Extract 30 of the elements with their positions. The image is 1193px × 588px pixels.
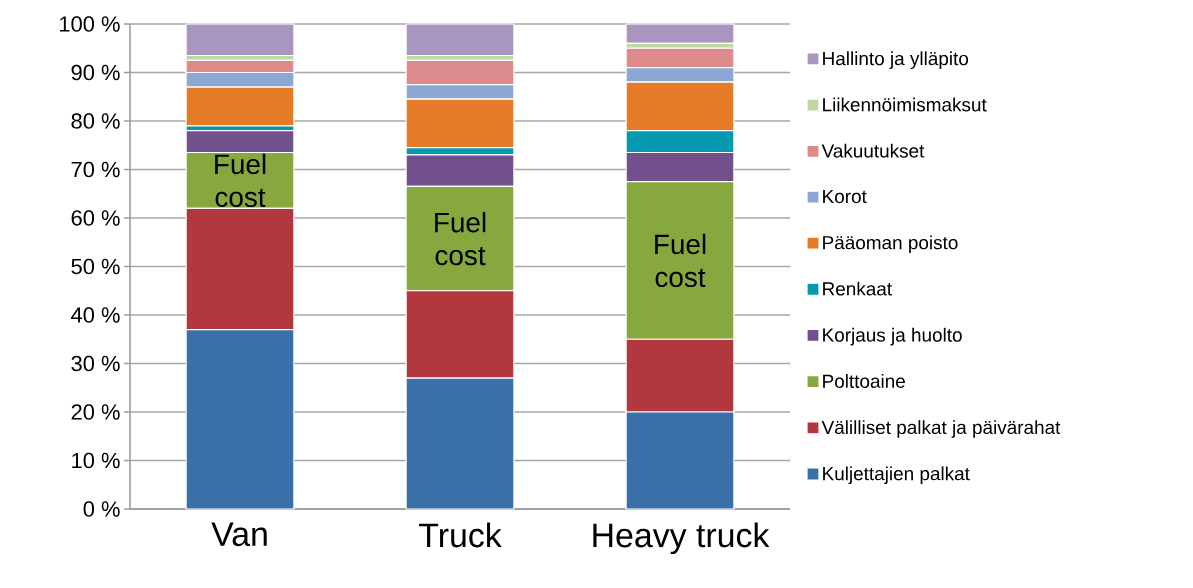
y-tick-label: 60 % xyxy=(71,210,120,226)
x-tick-label: Van xyxy=(211,522,267,547)
legend-label: Hallinto ja ylläpito xyxy=(823,51,969,69)
legend-label: Välilliset palkat ja päivärahat xyxy=(821,420,1061,438)
legend-label: Korjaus ja huolto xyxy=(823,327,962,346)
x-tick-label: Heavy truck xyxy=(593,522,770,555)
x-tick-label: Truck xyxy=(419,522,502,548)
y-tick-label: 20 % xyxy=(71,404,120,420)
bar xyxy=(185,23,295,57)
legend-label: Renkaat xyxy=(823,281,892,296)
y-tick-label: 0 % xyxy=(83,501,120,517)
y-tick-label: 80 % xyxy=(71,113,120,129)
legend-label: Korot xyxy=(823,189,867,204)
y-tick-label: 30 % xyxy=(71,355,120,372)
legend-label: Vakuutukset xyxy=(821,143,925,158)
y-tick-label: 70 % xyxy=(71,161,120,178)
annotation: Fuel cost xyxy=(435,211,486,266)
bar xyxy=(625,23,735,44)
legend-label: Kuljettajien palkat xyxy=(823,466,970,485)
y-tick-label: 10 % xyxy=(72,452,120,469)
y-tick-label: 100 % xyxy=(60,16,120,32)
y-tick-label: 90 % xyxy=(71,64,120,81)
bar xyxy=(405,23,515,57)
annotation: Fuel cost xyxy=(215,153,266,208)
legend-label: Pääoman poisto xyxy=(823,235,958,254)
y-tick-label: 50 % xyxy=(71,258,120,275)
legend-label: Liikennöimismaksut xyxy=(823,97,987,112)
annotation: Fuel cost xyxy=(655,233,706,288)
legend-label: Polttoaine xyxy=(823,374,905,388)
y-tick-label: 40 % xyxy=(71,307,120,323)
